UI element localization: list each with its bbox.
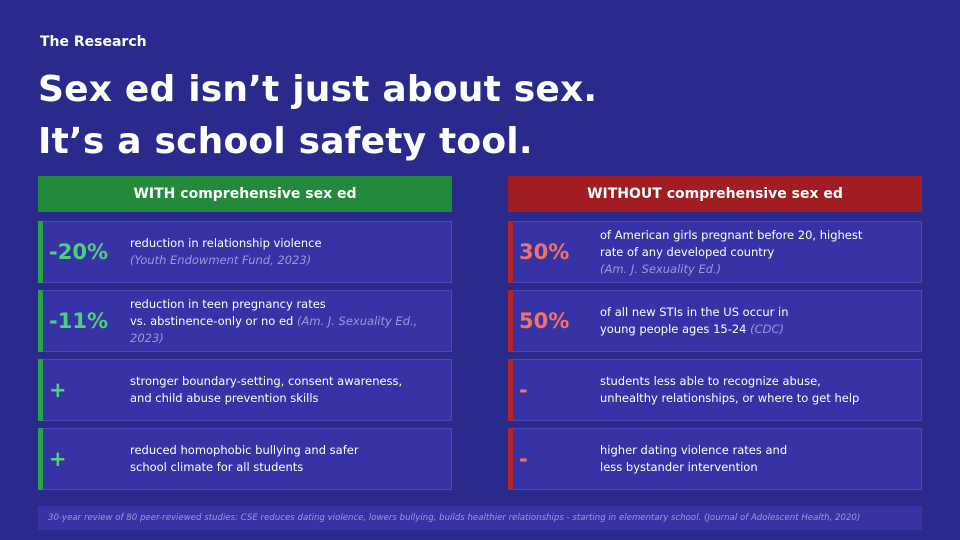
without-stat-abuse: - [519, 378, 528, 402]
headline: Sex ed isn’t just about sex. It’s a scho… [38, 64, 597, 168]
without-desc-dating-violence: higher dating violence rates and less by… [600, 429, 913, 489]
without-stat-pregnancy: 30% [519, 240, 570, 264]
citation: (CDC) [750, 322, 785, 336]
without-card-sti: 50% of all new STIs in the US occur in y… [508, 290, 922, 352]
with-header: WITH comprehensive sex ed [38, 176, 452, 212]
desc-line: school climate for all students [130, 460, 304, 474]
desc-line: and child abuse prevention skills [130, 391, 319, 405]
desc-text: vs. abstinence-only or no ed [130, 313, 297, 328]
with-desc-bullying: reduced homophobic bullying and safer sc… [130, 429, 443, 489]
desc-line: less bystander intervention [600, 460, 758, 474]
with-desc-pregnancy: reduction in teen pregnancy rates vs. ab… [130, 291, 443, 351]
section-eyebrow: The Research [40, 34, 147, 50]
headline-line-2: It’s a school safety tool. [38, 121, 533, 162]
with-stat-bullying: + [49, 447, 67, 471]
desc-line: of American girls pregnant before 20, hi… [600, 227, 863, 242]
desc-line: stronger boundary-setting, consent aware… [130, 374, 403, 388]
citation: (Am. J. Sexuality Ed., [296, 313, 418, 328]
with-stat-violence: -20% [49, 240, 108, 264]
without-desc-sti: of all new STIs in the US occur in young… [600, 291, 913, 351]
with-desc-boundaries: stronger boundary-setting, consent aware… [130, 360, 443, 420]
desc-line: unhealthy relationships, or where to get… [600, 391, 860, 405]
with-column: WITH comprehensive sex ed -20% reduction… [38, 176, 452, 497]
citation: (Youth Endowment Fund, 2023) [130, 253, 312, 267]
headline-line-1: Sex ed isn’t just about sex. [38, 69, 598, 110]
without-card-dating-violence: - higher dating violence rates and less … [508, 428, 922, 490]
desc-line: reduction in teen pregnancy rates [130, 296, 326, 311]
desc-line: rate of any developed country [600, 244, 775, 259]
without-card-pregnancy: 30% of American girls pregnant before 20… [508, 221, 922, 283]
footnote: 30-year review of 80 peer-reviewed studi… [38, 506, 922, 530]
with-card-violence: -20% reduction in relationship violence … [38, 221, 452, 283]
without-stat-sti: 50% [519, 309, 570, 333]
without-stat-dating-violence: - [519, 447, 528, 471]
with-desc-violence: reduction in relationship violence (Yout… [130, 222, 443, 282]
desc-line: reduced homophobic bullying and safer [130, 443, 359, 457]
with-stat-pregnancy: -11% [49, 309, 108, 333]
citation: (Am. J. Sexuality Ed.) [600, 261, 722, 276]
desc-line: higher dating violence rates and [600, 443, 788, 457]
desc-text: young people ages 15-24 [600, 322, 751, 336]
desc-line-with-citation: vs. abstinence-only or no ed (Am. J. Sex… [130, 313, 443, 330]
without-card-abuse: - students less able to recognize abuse,… [508, 359, 922, 421]
with-card-bullying: + reduced homophobic bullying and safer … [38, 428, 452, 490]
with-card-pregnancy: -11% reduction in teen pregnancy rates v… [38, 290, 452, 352]
without-desc-pregnancy: of American girls pregnant before 20, hi… [600, 222, 913, 282]
with-stat-boundaries: + [49, 378, 67, 402]
with-card-boundaries: + stronger boundary-setting, consent awa… [38, 359, 452, 421]
desc-line: students less able to recognize abuse, [600, 374, 821, 388]
desc-line: reduction in relationship violence [130, 236, 322, 250]
desc-line-with-citation: young people ages 15-24 (CDC) [600, 321, 913, 338]
desc-line: of all new STIs in the US occur in [600, 305, 789, 319]
without-desc-abuse: students less able to recognize abuse, u… [600, 360, 913, 420]
without-header: WITHOUT comprehensive sex ed [508, 176, 922, 212]
citation: 2023) [130, 330, 164, 345]
without-column: WITHOUT comprehensive sex ed 30% of Amer… [508, 176, 922, 497]
